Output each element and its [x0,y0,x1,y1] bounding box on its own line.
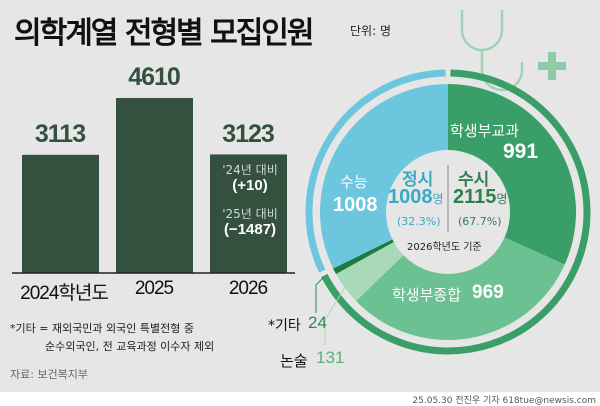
gita-leader-line [315,276,325,313]
jeongsi-unit: 명 [432,192,444,206]
jeongsi-ring [305,69,446,273]
susi-value: 2115명 [453,186,507,209]
credit: 25.05.30 전진우 기자 618tue@newsis.com [412,396,596,406]
infographic: 의학계열 전형별 모집인원 단위: 명 3113 4610 3123 2024학… [0,0,600,392]
source: 자료: 보건복지부 [10,368,89,381]
susi-label: 수시 [458,170,490,190]
pie-subtitle: 2026학년도 기준 [407,242,482,253]
susi-ring [321,69,591,355]
nonsul-leader-line [324,287,346,345]
jeongsi-number: 1008 [388,186,433,208]
jeongsi-label: 정시 [402,170,434,190]
bar-value-2026: 3123 [222,120,275,148]
slice-value-suneung: 1008 [333,194,378,216]
bar-2025 [116,98,193,273]
bar-value-2025: 4610 [128,63,181,91]
compare-value-24: (+10) [232,177,268,194]
susi-unit: 명 [496,192,508,206]
bar-label-2026: 2026 [228,278,268,299]
footnote-line-1: *기타 = 재외국민과 외국인 특별전형 중 [10,322,194,335]
slice-label-suneung: 수능 [340,173,368,191]
slice-value-jonghap: 969 [472,282,504,303]
slice-label-jonghap: 학생부종합 [392,286,462,304]
bar-2026 [210,154,287,273]
medical-cross-icon [538,52,566,80]
bar-2024학년도 [22,154,99,273]
pie-slice-학생부종합 [356,212,565,340]
compare-label-24: '24년 대비 [222,163,278,177]
susi-number: 2115 [453,186,497,208]
compare-label-25: '25년 대비 [222,207,278,221]
susi-pct: (67.7%) [458,215,502,228]
compare-value-25: (−1487) [223,221,277,238]
slice-label-gita: *기타 [268,318,301,334]
page-title: 의학계열 전형별 모집인원 [14,16,314,51]
slice-label-gyogwa: 학생부교과 [450,122,520,140]
unit-label: 단위: 명 [350,24,391,38]
jeongsi-pct: (32.3%) [397,215,441,228]
slice-value-nonsul: 131 [316,348,345,367]
bar-value-2024: 3113 [34,120,86,148]
slice-value-gyogwa: 991 [503,140,539,163]
chart-canvas [12,10,591,355]
slice-value-gita: 24 [308,313,327,332]
bar-label-2025: 2025 [134,278,174,299]
slice-label-nonsul: 논술 [280,352,308,370]
bar-label-2024: 2024학년도 [20,283,109,304]
footnote-line-2: 순수외국인, 전 교육과정 이수자 제외 [45,340,215,353]
jeongsi-value: 1008명 [388,186,444,209]
